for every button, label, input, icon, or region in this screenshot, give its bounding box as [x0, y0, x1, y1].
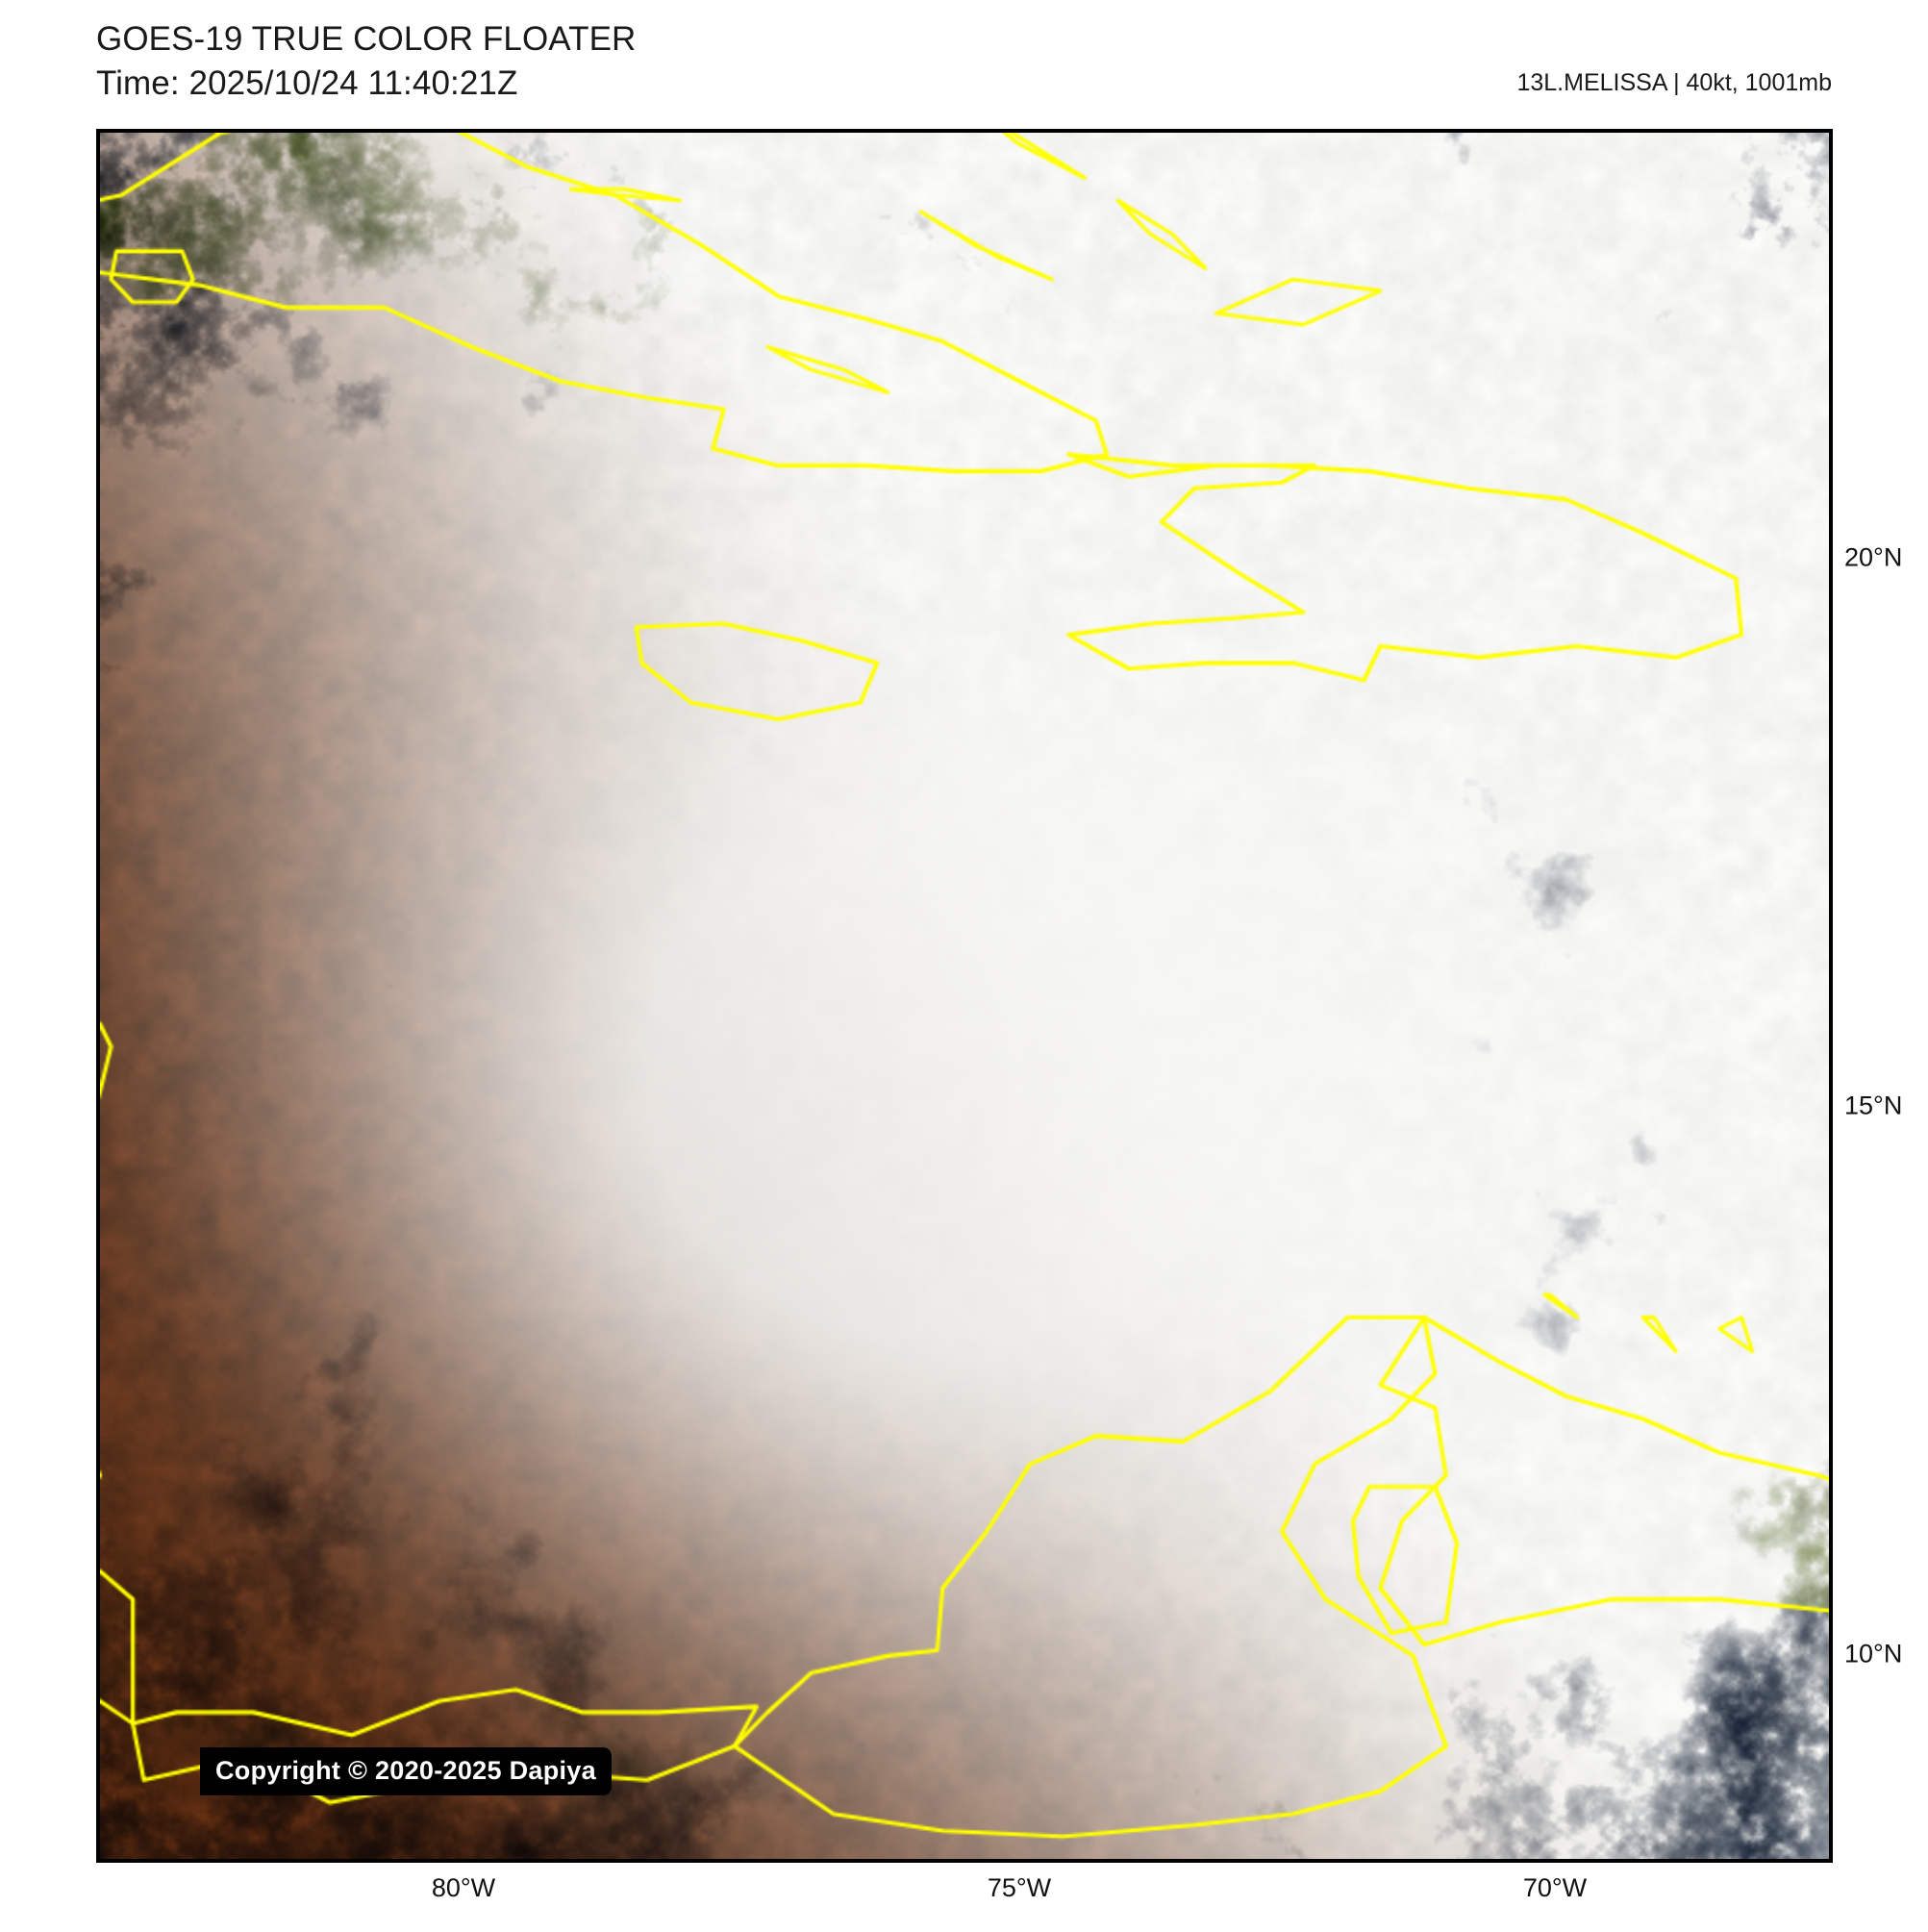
storm-info-label: 13L.MELISSA | 40kt, 1001mb [1516, 69, 1832, 96]
header-title-block: GOES-19 TRUE COLOR FLOATER Time: 2025/10… [96, 17, 636, 105]
page-title: GOES-19 TRUE COLOR FLOATER [96, 20, 637, 58]
timestamp-label: Time: 2025/10/24 11:40:21Z [96, 63, 518, 102]
lon-tick-label: 75°W [987, 1873, 1052, 1902]
lat-tick-label-right: 20°N [1844, 542, 1903, 572]
copyright-watermark: Copyright © 2020-2025 Dapiya [200, 1747, 612, 1795]
lon-tick-label: 70°W [1522, 1873, 1588, 1902]
lat-tick-label-right: 15°N [1844, 1091, 1903, 1120]
satellite-imagery-canvas [100, 133, 1829, 1859]
lat-tick-label-right: 10°N [1844, 1639, 1903, 1669]
satellite-image-plot: Copyright © 2020-2025 Dapiya [96, 129, 1833, 1863]
lon-tick-label: 80°W [431, 1873, 496, 1902]
